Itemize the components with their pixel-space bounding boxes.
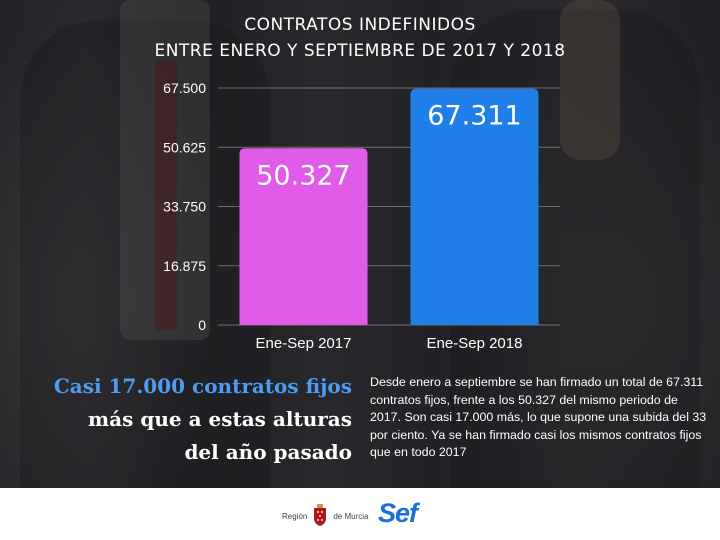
bar-chart: 0 16.875 33.750 50.625 67.500 50.327 Ene-Sep … [163,80,539,352]
y-tick-label: 33.750 [163,199,206,215]
footer: Región de Murcia Sef [0,488,720,540]
chart-title-line2: ENTRE ENERO Y SEPTIEMBRE DE 2017 Y 2018 [154,41,566,61]
x-category-label: Ene-Sep 2018 [427,335,523,352]
region-label-right: de Murcia [333,511,369,521]
headline-line3: del año pasado [184,440,352,464]
chart-y-axis: 0 16.875 33.750 50.625 67.500 [163,80,206,333]
headline-line2: más que a estas alturas [88,407,352,431]
bar-2 [410,88,539,325]
y-tick-label: 67.500 [163,80,206,96]
summary-paragraph: Desde enero a septiembre se han firmado … [370,375,707,460]
bar-value-label: 67.311 [427,101,521,132]
region-de-murcia-logo: Región de Murcia [282,504,369,528]
y-tick-label: 0 [198,317,206,333]
x-category-label: Ene-Sep 2017 [256,335,352,352]
region-label-left: Región [282,511,308,521]
background-tie [155,60,177,330]
background-shirt-left [120,0,210,340]
chart-title: CONTRATOS INDEFINIDOS ENTRE ENERO Y SEPT… [0,12,720,64]
background-neck-right [560,0,620,160]
region-crest-icon [312,504,328,528]
chart-bars [239,88,539,325]
bar-value-label: 50.327 [256,160,350,191]
background-figure-left [20,20,270,488]
headline: Casi 17.000 contratos fijos más que a es… [20,370,352,469]
chart-labels: 50.327 Ene-Sep 2017 67.311 Ene-Sep 2018 [256,101,523,352]
chart-title-line1: CONTRATOS INDEFINIDOS [244,15,476,35]
bar-1 [239,148,368,325]
y-tick-label: 16.875 [163,258,206,274]
headline-line1: Casi 17.000 contratos fijos [53,374,352,398]
y-tick-label: 50.625 [163,139,206,155]
sef-logo: Sef [378,498,418,528]
